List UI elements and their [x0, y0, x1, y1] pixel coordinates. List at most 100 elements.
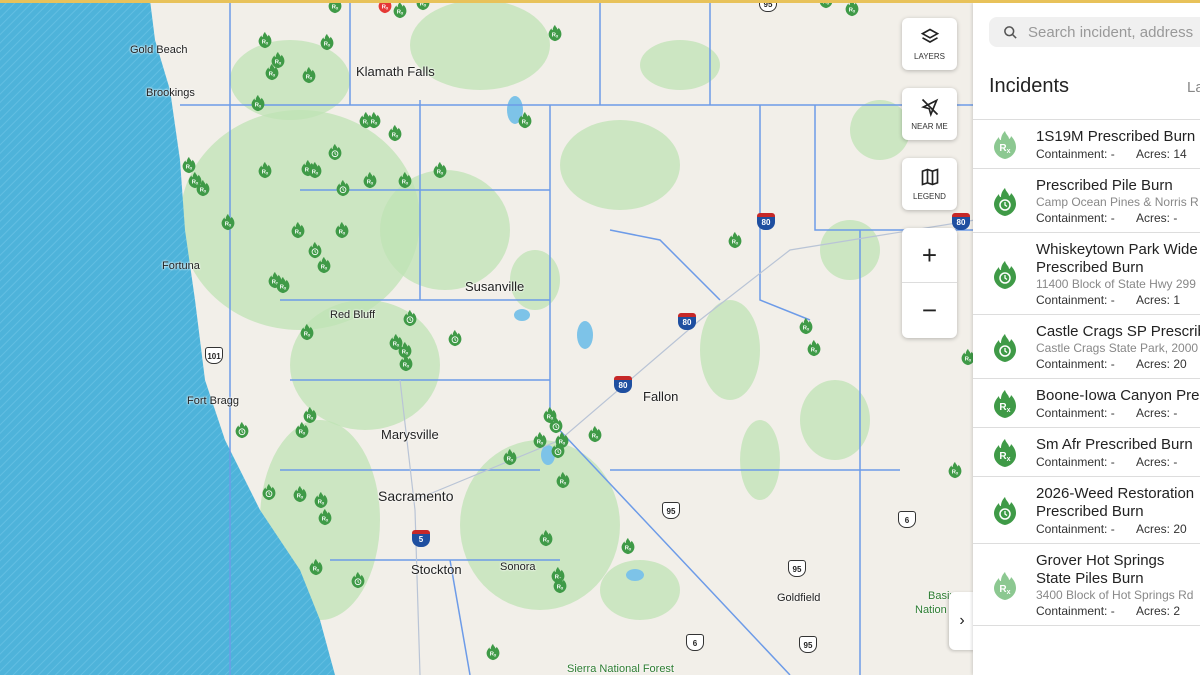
- scheduled-burn-marker[interactable]: [235, 421, 249, 439]
- prescribed-burn-marker[interactable]: Rx: [433, 161, 447, 179]
- prescribed-burn-marker[interactable]: Rx: [807, 339, 821, 357]
- scheduled-burn-marker[interactable]: [448, 329, 462, 347]
- prescribed-burn-marker[interactable]: Rx: [486, 643, 500, 661]
- map-canvas[interactable]: Gold Beach Klamath Falls Brookings Fortuna S…: [0, 0, 975, 675]
- prescribed-burn-marker[interactable]: Rx: [363, 171, 377, 189]
- active-fire-marker[interactable]: Rx: [378, 0, 392, 14]
- prescribed-burn-marker[interactable]: Rx: [961, 348, 975, 366]
- forest-area: [820, 220, 880, 280]
- prescribed-burn-marker[interactable]: Rx: [182, 156, 196, 174]
- prescribed-burn-marker[interactable]: Rx: [221, 213, 235, 231]
- prescribed-burn-marker[interactable]: Rx: [556, 471, 570, 489]
- prescribed-burn-marker[interactable]: Rx: [728, 231, 742, 249]
- prescribed-burn-marker[interactable]: Rx: [265, 63, 279, 81]
- prescribed-burn-marker[interactable]: Rx: [539, 529, 553, 547]
- prescribed-burn-marker[interactable]: Rx: [320, 33, 334, 51]
- prescribed-burn-marker[interactable]: Rx: [258, 31, 272, 49]
- search-bar[interactable]: [989, 17, 1200, 47]
- prescribed-burn-marker[interactable]: Rx: [318, 508, 332, 526]
- collapse-panel-button[interactable]: ›: [949, 592, 975, 650]
- highway-shield: 95: [759, 0, 777, 12]
- prescribed-burn-marker[interactable]: Rx: [799, 317, 813, 335]
- zoom-out-button[interactable]: −: [921, 295, 938, 325]
- incident-item[interactable]: Prescribed Pile Burn Camp Ocean Pines & …: [973, 169, 1200, 233]
- svg-text:Rx: Rx: [552, 33, 559, 39]
- scheduled-burn-marker[interactable]: [403, 309, 417, 327]
- scheduled-burn-marker[interactable]: [262, 483, 276, 501]
- prescribed-burn-marker[interactable]: Rx: [367, 111, 381, 129]
- incident-item[interactable]: Rx 1S19M Prescribed Burn Containment: - A…: [973, 120, 1200, 169]
- layers-button[interactable]: LAYERS: [902, 18, 957, 70]
- prescribed-burn-marker[interactable]: Rx: [302, 66, 316, 84]
- prescribed-burn-marker[interactable]: Rx: [251, 94, 265, 112]
- near-me-button[interactable]: NEAR ME: [902, 88, 957, 140]
- scheduled-burn-marker[interactable]: [328, 143, 342, 161]
- sort-label[interactable]: La: [1187, 79, 1200, 96]
- svg-text:Rx: Rx: [557, 585, 564, 591]
- prescribed-burn-marker[interactable]: Rx: [398, 171, 412, 189]
- prescribed-burn-marker[interactable]: Rx: [503, 448, 517, 466]
- incident-item[interactable]: Castle Crags SP Prescribed Castle Crags …: [973, 315, 1200, 379]
- prescribed-burn-marker[interactable]: Rx: [948, 461, 962, 479]
- scheduled-burn-marker[interactable]: [549, 416, 563, 434]
- incident-item[interactable]: Rx Grover Hot Springs State Piles Burn 3…: [973, 544, 1200, 626]
- city-label: Sonora: [500, 561, 536, 573]
- prescribed-burn-marker[interactable]: Rx: [308, 161, 322, 179]
- prescribed-burn-marker[interactable]: Rx: [303, 406, 317, 424]
- prescribed-burn-marker[interactable]: Rx: [293, 485, 307, 503]
- prescribed-burn-marker[interactable]: Rx: [309, 558, 323, 576]
- prescribed-burn-marker[interactable]: Rx: [389, 333, 403, 351]
- prescribed-burn-marker[interactable]: Rx: [300, 323, 314, 341]
- incident-title: 2026-Weed Restoration Prescribed Burn: [1036, 485, 1195, 520]
- scheduled-burn-marker[interactable]: [308, 241, 322, 259]
- incident-item[interactable]: 2026-Weed Restoration Prescribed Burn Co…: [973, 477, 1200, 544]
- prescribed-burn-marker[interactable]: Rx: [335, 221, 349, 239]
- svg-text:Rx: Rx: [849, 8, 856, 14]
- prescribed-burn-marker[interactable]: Rx: [533, 431, 547, 449]
- incident-containment: Containment: -: [1036, 604, 1115, 618]
- prescribed-burn-marker[interactable]: Rx: [393, 1, 407, 19]
- incident-containment: Containment: -: [1036, 211, 1115, 225]
- prescribed-burn-marker[interactable]: Rx: [388, 124, 402, 142]
- prescribed-burn-marker[interactable]: Rx: [328, 0, 342, 14]
- incident-title: Whiskeytown Park Wide Prescribed Burn: [1036, 241, 1198, 276]
- scheduled-burn-marker[interactable]: [351, 571, 365, 589]
- prescribed-burn-marker[interactable]: Rx: [845, 0, 859, 17]
- scheduled-burn-marker[interactable]: [336, 179, 350, 197]
- incident-acres: Acres: 1: [1136, 293, 1181, 307]
- prescribed-burn-marker[interactable]: Rx: [295, 421, 309, 439]
- prescribed-burn-marker[interactable]: Rx: [553, 576, 567, 594]
- prescribed-burn-marker[interactable]: Rx: [588, 425, 602, 443]
- incident-acres: Acres: 2: [1136, 604, 1181, 618]
- highway-shield: 101: [205, 347, 223, 364]
- incident-item[interactable]: Whiskeytown Park Wide Prescribed Burn 11…: [973, 233, 1200, 315]
- prescribed-burn-marker[interactable]: Rx: [276, 276, 290, 294]
- svg-text:Rx: Rx: [318, 500, 325, 506]
- svg-text:Rx: Rx: [437, 170, 444, 176]
- incident-item[interactable]: Rx Boone-Iowa Canyon Pre Containment: - A…: [973, 379, 1200, 428]
- incident-item[interactable]: Rx Sm Afr Prescribed Burn Containment: -…: [973, 428, 1200, 477]
- prescribed-burn-marker[interactable]: Rx: [518, 111, 532, 129]
- prescribed-burn-marker[interactable]: Rx: [399, 354, 413, 372]
- zoom-in-button[interactable]: +: [902, 228, 957, 283]
- svg-text:Rx: Rx: [304, 332, 311, 338]
- search-input[interactable]: [1028, 23, 1200, 41]
- prescribed-burn-icon: Rx: [973, 128, 1036, 162]
- svg-text:Rx: Rx: [313, 567, 320, 573]
- legend-button[interactable]: LEGEND: [902, 158, 957, 210]
- prescribed-burn-marker[interactable]: Rx: [621, 537, 635, 555]
- prescribed-burn-marker[interactable]: Rx: [291, 221, 305, 239]
- prescribed-burn-marker[interactable]: Rx: [317, 256, 331, 274]
- prescribed-burn-marker[interactable]: Rx: [188, 171, 202, 189]
- city-label: Susanville: [465, 279, 525, 294]
- prescribed-burn-marker[interactable]: Rx: [398, 341, 412, 359]
- incident-acres: Acres: 20: [1136, 522, 1187, 536]
- prescribed-burn-marker[interactable]: Rx: [271, 51, 285, 69]
- prescribed-burn-marker[interactable]: Rx: [314, 491, 328, 509]
- scheduled-burn-marker[interactable]: [551, 441, 565, 459]
- prescribed-burn-marker[interactable]: Rx: [543, 406, 557, 424]
- prescribed-burn-marker[interactable]: Rx: [196, 179, 210, 197]
- prescribed-burn-marker[interactable]: Rx: [258, 161, 272, 179]
- prescribed-burn-marker[interactable]: Rx: [548, 24, 562, 42]
- location-off-icon: [920, 98, 938, 117]
